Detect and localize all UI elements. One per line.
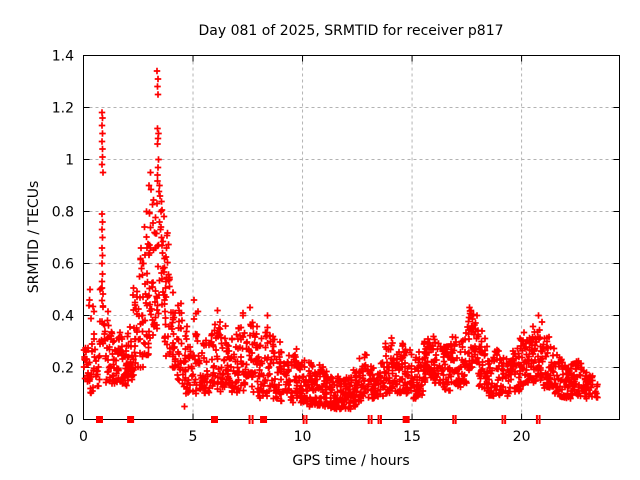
gap-marker-bar <box>305 415 308 424</box>
x-tick-label: 15 <box>403 429 421 445</box>
gap-marker-square <box>260 416 268 423</box>
y-tick-label: 0.8 <box>52 205 74 221</box>
gap-marker-square <box>402 416 410 423</box>
chart-title: Day 081 of 2025, SRMTID for receiver p81… <box>198 23 503 39</box>
y-tick-label: 0.6 <box>52 257 74 273</box>
srmtid-data-points <box>80 67 601 413</box>
gap-marker-bar <box>452 415 455 424</box>
gap-marker-bar <box>370 415 373 424</box>
gap-marker-bar <box>535 415 538 424</box>
gap-marker-bar <box>367 415 370 424</box>
plot-border <box>83 55 620 420</box>
y-tick-label: 0 <box>65 413 74 429</box>
x-tick-label: 20 <box>513 429 531 445</box>
gap-marker-bar <box>302 415 305 424</box>
gap-marker-bar <box>501 415 504 424</box>
x-tick-label: 0 <box>79 429 88 445</box>
y-tick-label: 1 <box>65 153 74 169</box>
gap-marker-square <box>95 416 103 423</box>
plot-border-and-ticks <box>83 55 620 420</box>
gap-marker-square <box>127 416 135 423</box>
y-axis-label: SRMTID / TECUs <box>26 181 42 294</box>
gap-marker-bar <box>251 415 254 424</box>
tick-labels: 0 5 10 15 20 0 0.2 0.4 0.6 0.8 1 1.2 1.4 <box>52 49 531 446</box>
gap-marker-square <box>210 416 218 423</box>
gap-marker-bar <box>504 415 507 424</box>
gap-marker-bar <box>248 415 251 424</box>
gap-marker-bar <box>538 415 541 424</box>
y-tick-label: 0.4 <box>52 309 74 325</box>
x-tick-label: 5 <box>189 429 198 445</box>
x-axis-label: GPS time / hours <box>292 453 409 469</box>
gap-marker-bar <box>379 415 382 424</box>
gap-marker-bar <box>377 415 380 424</box>
bottom-axis-markers <box>95 415 541 424</box>
x-tick-label: 10 <box>294 429 312 445</box>
y-tick-label: 1.4 <box>52 49 74 65</box>
y-tick-label: 0.2 <box>52 361 74 377</box>
y-tick-label: 1.2 <box>52 101 74 117</box>
gap-marker-bar <box>454 415 457 424</box>
scatter-points <box>80 67 601 413</box>
